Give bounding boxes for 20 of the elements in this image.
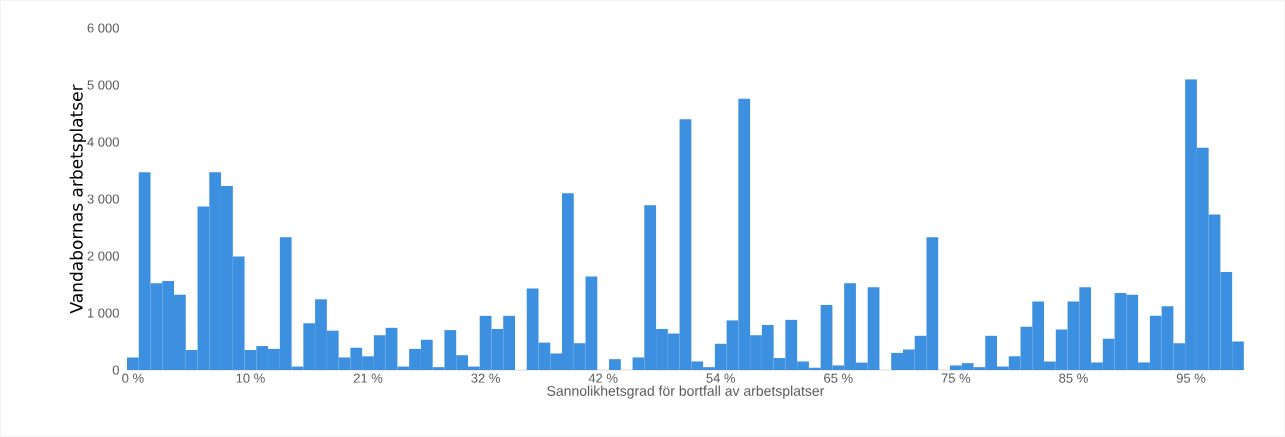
y-tick-label: 1 000 (87, 308, 119, 318)
y-tick-label: 4 000 (87, 137, 119, 147)
x-tick-label: 75 % (941, 373, 971, 383)
x-tick-label: 65 % (824, 373, 853, 383)
y-tick-label: 6 000 (87, 23, 119, 33)
y-tick-label: 5 000 (87, 80, 119, 90)
x-tick-label: 85 % (1059, 373, 1088, 383)
x-tick-label: 0 % (122, 373, 144, 383)
x-tick-label: 54 % (706, 373, 736, 383)
y-tick-label: 3 000 (87, 194, 119, 204)
y-tick-label: 0 (112, 365, 119, 375)
x-tick-label: 42 % (588, 373, 618, 383)
bar (609, 359, 621, 370)
y-tick-label: 2 000 (87, 251, 119, 261)
x-axis-title: Sannolikhetsgrad för bortfall av arbetsplatser (547, 385, 825, 399)
y-axis-title: Vandabornas arbetsplatser (69, 84, 87, 314)
x-tick-label: 10 % (236, 373, 265, 383)
x-tick-label: 95 % (1176, 373, 1206, 383)
x-tick-label: 21 % (353, 373, 383, 383)
x-tick-label: 32 % (471, 373, 500, 383)
